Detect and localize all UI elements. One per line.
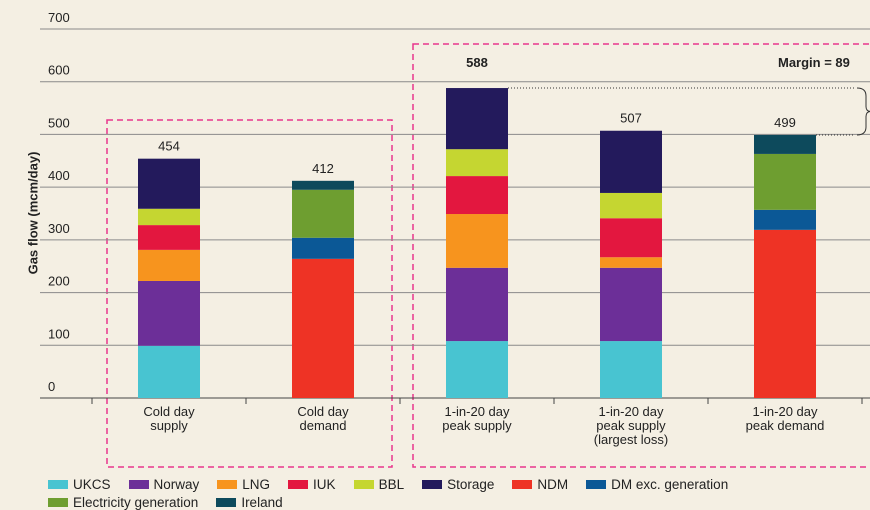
bar-segment	[138, 225, 200, 250]
highlight-box	[106, 119, 393, 468]
legend-label: IUK	[313, 476, 336, 492]
y-tick-label: 600	[48, 63, 70, 78]
y-tick-label: 500	[48, 115, 70, 130]
bar-segment	[754, 134, 816, 154]
legend-item: LNG	[217, 476, 270, 492]
y-axis-label: Gas flow (mcm/day)	[25, 152, 40, 275]
y-tick-label: 400	[48, 168, 70, 183]
total-label: 412	[312, 161, 334, 176]
legend-swatch	[48, 497, 68, 507]
x-tick-label: Cold day supply	[143, 404, 195, 433]
legend-swatch	[217, 479, 238, 489]
legend-swatch	[48, 479, 68, 489]
bar-segment	[600, 130, 662, 193]
margin-brace	[856, 87, 870, 136]
y-tick-label: 0	[48, 379, 55, 394]
legend-item: Ireland	[216, 494, 283, 510]
legend-item: BBL	[353, 476, 405, 492]
legend-item: NDM	[512, 476, 568, 492]
bar-segment	[754, 153, 816, 210]
bar-segment	[754, 229, 816, 398]
total-label: 454	[158, 139, 180, 154]
bar-segment	[600, 218, 662, 258]
bar-segment	[138, 345, 200, 398]
legend-label: NDM	[537, 476, 569, 492]
total-label: 507	[620, 111, 642, 126]
legend-swatch	[586, 479, 607, 489]
bar-segment	[446, 88, 508, 150]
x-tick-label: 1-in-20 day peak demand	[745, 404, 825, 433]
bar-segment	[446, 149, 508, 177]
legend-item: Electricity generation	[48, 494, 198, 510]
legend-label: Ireland	[241, 494, 283, 510]
bar-segment	[754, 209, 816, 230]
bar-segment	[138, 158, 200, 209]
legend-item: DM exc. generation	[586, 476, 728, 492]
legend-swatch	[422, 479, 443, 489]
legend-swatch	[512, 479, 533, 489]
legend-label: Electricity generation	[73, 494, 199, 510]
bar-segment	[446, 176, 508, 215]
legend-item: UKCS	[48, 476, 111, 492]
bar-segment	[292, 258, 354, 398]
legend-item: Norway	[128, 476, 200, 492]
legend: UKCS Norway LNG IUK BBL Storage NDM DM exc. gen…	[48, 476, 848, 510]
total-label: 588	[466, 55, 488, 70]
bar-segment	[446, 214, 508, 268]
bar-segment	[600, 257, 662, 268]
legend-swatch	[288, 479, 309, 489]
highlight-box	[412, 43, 870, 468]
legend-item: Storage	[422, 476, 494, 492]
y-tick-label: 200	[48, 274, 70, 289]
legend-swatch	[216, 497, 237, 507]
legend-label: UKCS	[73, 476, 111, 492]
bar-segment	[292, 180, 354, 190]
bar-segment	[600, 341, 662, 398]
bar-segment	[138, 249, 200, 281]
bar-segment	[600, 192, 662, 219]
y-tick-label: 700	[48, 10, 70, 25]
bar-segment	[446, 267, 508, 342]
bar-segment	[138, 280, 200, 346]
legend-label: Norway	[153, 476, 200, 492]
x-tick-label: Cold day demand	[297, 404, 349, 433]
bar-segment	[292, 189, 354, 238]
legend-label: Storage	[447, 476, 495, 492]
y-tick-label: 300	[48, 221, 70, 236]
x-tick-label: 1-in-20 day peak supply	[442, 404, 512, 433]
y-tick-label: 100	[48, 326, 70, 341]
bar-segment	[138, 208, 200, 226]
legend-swatch	[128, 479, 149, 489]
legend-item: IUK	[288, 476, 336, 492]
legend-swatch	[353, 479, 374, 489]
bar-segment	[446, 341, 508, 398]
bar-segment	[292, 237, 354, 259]
bar-segment	[600, 267, 662, 342]
annotation: Margin = 89	[778, 55, 850, 70]
legend-label: BBL	[378, 476, 405, 492]
legend-label: DM exc. generation	[611, 476, 729, 492]
x-tick-label: 1-in-20 day peak supply (largest loss)	[593, 404, 669, 447]
legend-label: LNG	[242, 476, 271, 492]
total-label: 499	[774, 115, 796, 130]
